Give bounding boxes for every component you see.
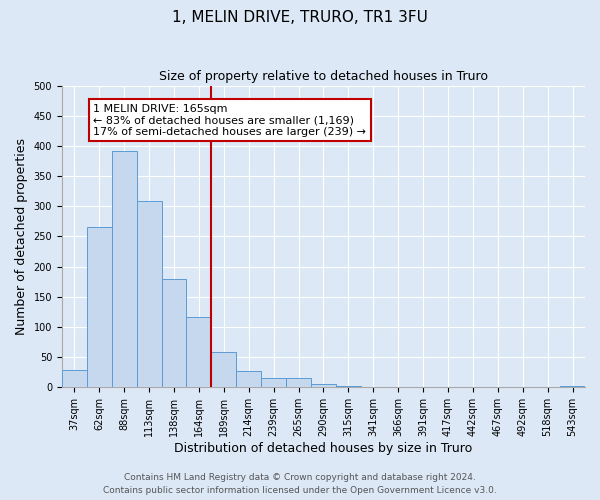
- Bar: [137, 202, 161, 388]
- Bar: [361, 386, 386, 388]
- Bar: [261, 378, 286, 388]
- Bar: [211, 352, 236, 388]
- Bar: [236, 371, 261, 388]
- Bar: [62, 370, 87, 388]
- Bar: [336, 386, 361, 388]
- Text: 1 MELIN DRIVE: 165sqm
← 83% of detached houses are smaller (1,169)
17% of semi-d: 1 MELIN DRIVE: 165sqm ← 83% of detached …: [93, 104, 366, 137]
- X-axis label: Distribution of detached houses by size in Truro: Distribution of detached houses by size …: [175, 442, 473, 455]
- Bar: [161, 278, 187, 388]
- Text: 1, MELIN DRIVE, TRURO, TR1 3FU: 1, MELIN DRIVE, TRURO, TR1 3FU: [172, 10, 428, 25]
- Bar: [311, 384, 336, 388]
- Bar: [187, 318, 211, 388]
- Bar: [560, 386, 585, 388]
- Bar: [286, 378, 311, 388]
- Title: Size of property relative to detached houses in Truro: Size of property relative to detached ho…: [159, 70, 488, 83]
- Bar: [112, 150, 137, 388]
- Y-axis label: Number of detached properties: Number of detached properties: [15, 138, 28, 335]
- Bar: [87, 228, 112, 388]
- Text: Contains HM Land Registry data © Crown copyright and database right 2024.
Contai: Contains HM Land Registry data © Crown c…: [103, 474, 497, 495]
